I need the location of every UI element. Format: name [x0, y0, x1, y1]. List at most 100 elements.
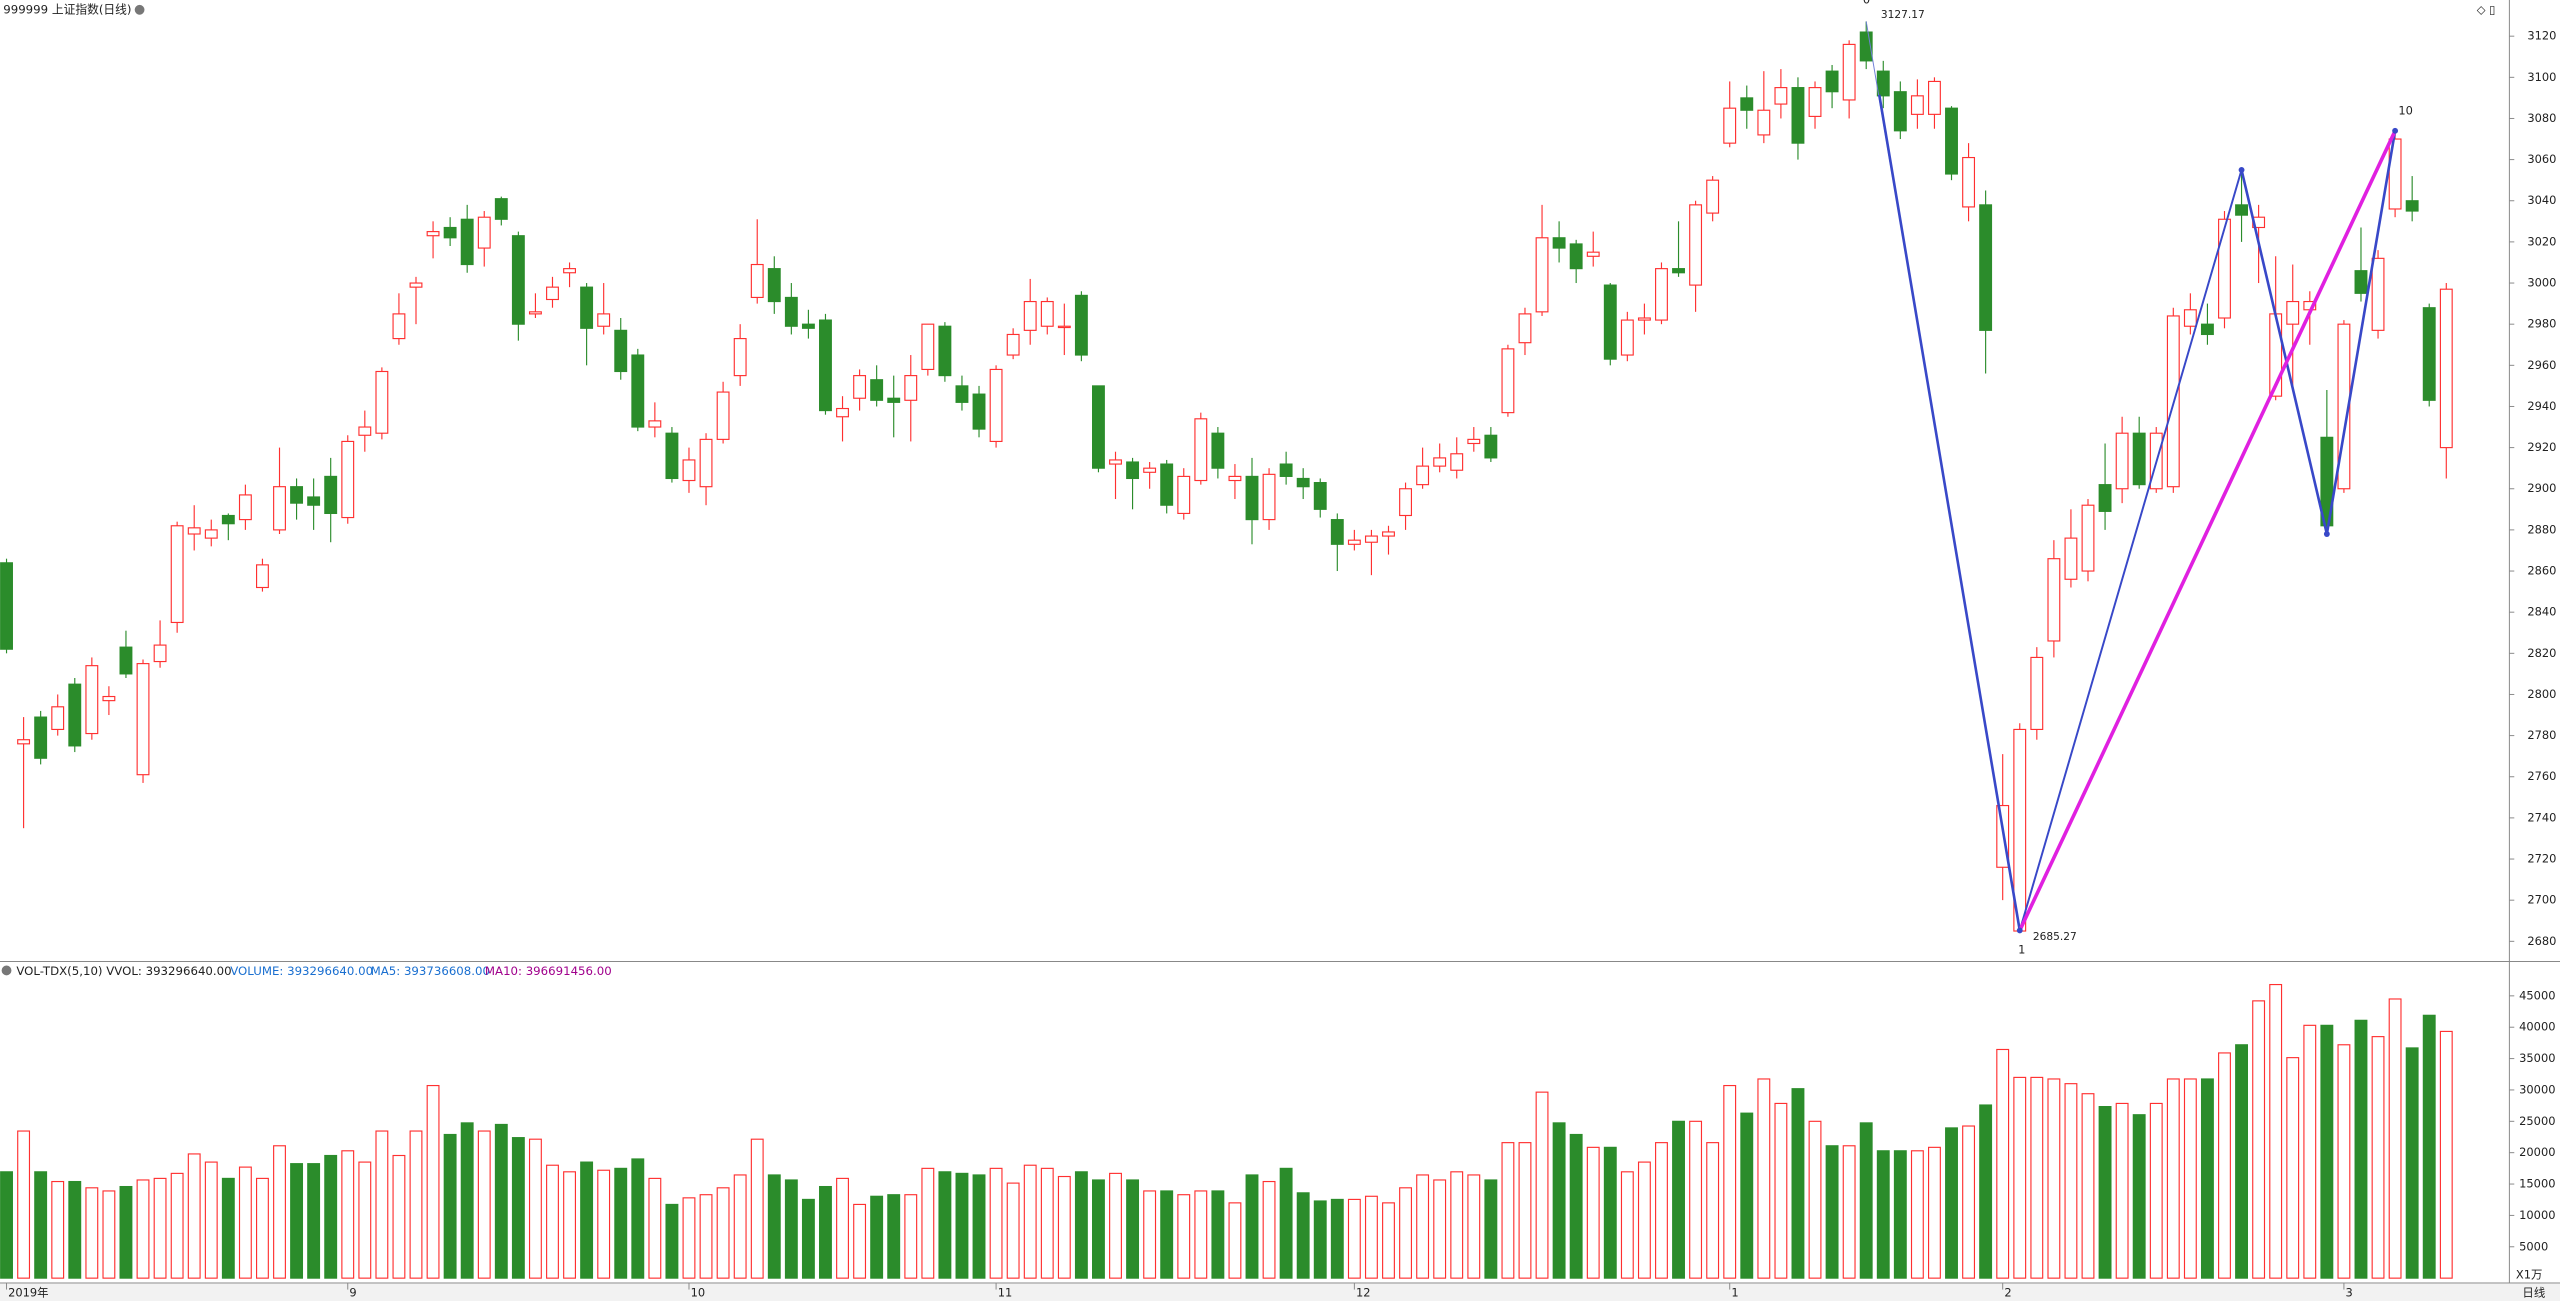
menu-icon[interactable]: [134, 4, 145, 15]
candle-body: [2422, 307, 2436, 401]
y-tick-label: 3040: [2527, 193, 2556, 207]
candle-body: [1962, 156, 1976, 208]
volume-bar: [1603, 1146, 1617, 1279]
volume-bar: [887, 1194, 901, 1279]
volume-bar: [136, 1179, 150, 1279]
volume-bar: [2439, 1030, 2453, 1279]
volume-bar: [819, 1185, 832, 1279]
candle-body: [426, 231, 440, 237]
volume-bar: [1945, 1127, 1958, 1279]
candle-body: [1211, 432, 1225, 469]
candle-body: [1126, 461, 1140, 480]
candle-body: [1535, 237, 1549, 313]
volume-bar: [1910, 1150, 1924, 1279]
volume-bar: [2098, 1106, 2112, 1279]
volume-bar: [409, 1130, 423, 1279]
y-tick-label: 2680: [2527, 934, 2556, 948]
y2-tick-label: 25000: [2519, 1114, 2555, 1128]
volume-bar: [2132, 1114, 2146, 1279]
candle-body: [1689, 204, 1703, 286]
wave-line: [2018, 130, 2397, 932]
candle-body: [665, 432, 679, 480]
wave-node: [2238, 166, 2245, 173]
candle-body: [204, 529, 218, 539]
candle-body: [1347, 539, 1361, 545]
volume-bar: [375, 1130, 389, 1279]
volume-bar: [2354, 1019, 2368, 1279]
candle-body: [563, 268, 576, 274]
candle-body: [1484, 434, 1498, 459]
candle-body: [1228, 475, 1242, 482]
candle-body: [2047, 558, 2061, 642]
volume-bar: [1689, 1120, 1703, 1279]
candle-body: [1740, 97, 1754, 111]
volume-bar: [1774, 1102, 1788, 1279]
volume-bar: [102, 1190, 116, 1279]
volume-bar: [1296, 1192, 1310, 1279]
volume-bar: [238, 1166, 252, 1279]
volume-bar: [1996, 1048, 2010, 1279]
candle-body: [2200, 323, 2214, 336]
x-tick-label: 3: [2346, 1285, 2353, 1299]
volume-bar: [2149, 1102, 2163, 1279]
candle-body: [85, 665, 99, 735]
volume-bar: [2235, 1044, 2248, 1279]
candle-body: [1706, 179, 1720, 214]
volume-bar: [2166, 1078, 2180, 1279]
volume-bar: [1928, 1146, 1941, 1279]
volume-bar: [1757, 1078, 1771, 1279]
volume-bar: [17, 1130, 31, 1279]
volume-bar: [221, 1177, 235, 1279]
candle-body: [1057, 325, 1071, 329]
y2-tick-label: 15000: [2519, 1177, 2555, 1191]
y2-tick-label: 45000: [2519, 988, 2555, 1002]
candle-body: [2405, 200, 2419, 212]
volume-bar: [511, 1137, 525, 1279]
volume-bar: [938, 1171, 952, 1279]
volume-bar: [1740, 1112, 1754, 1279]
volume-bar: [460, 1122, 474, 1279]
candle-body: [1842, 43, 1856, 101]
wave-label: 1: [2018, 943, 2025, 957]
candle-body: [1279, 463, 1293, 477]
y-tick-label: 2800: [2527, 687, 2556, 701]
candle-body: [1245, 475, 1259, 521]
volume-bar: [307, 1163, 321, 1279]
candle-body: [2337, 323, 2351, 490]
volume-bar: [1416, 1174, 1430, 1279]
candle-body: [358, 426, 372, 436]
volume-bar: [921, 1167, 935, 1279]
volume-bar: [273, 1145, 286, 1279]
volume-indicator: VOL-TDX(5,10) VVOL: 393296640.00: [16, 964, 231, 978]
y-tick-label: 2720: [2527, 852, 2556, 866]
volume-bar: [1313, 1200, 1327, 1279]
volume-bar: [1586, 1146, 1600, 1279]
candle-body: [1893, 91, 1907, 132]
volume-bar: [648, 1177, 662, 1279]
y-tick-label: 2700: [2527, 893, 2556, 907]
candle-body: [324, 475, 338, 515]
volume-bar: [1535, 1091, 1549, 1279]
candle-body: [1177, 475, 1191, 515]
volume-bar: [170, 1172, 184, 1279]
volume-bar: [1330, 1198, 1344, 1279]
candle-body: [34, 716, 48, 759]
ma10-value: MA10: 396691456.00: [485, 964, 612, 978]
volume-bar: [2303, 1024, 2317, 1279]
menu-icon[interactable]: [1, 965, 12, 976]
window-icons[interactable]: ◇ ▯: [2477, 2, 2496, 16]
volume-bar: [1143, 1190, 1157, 1279]
y-tick-label: 3120: [2527, 29, 2556, 43]
volume-bar: [784, 1179, 798, 1279]
y2-tick-label: 35000: [2519, 1051, 2555, 1065]
volume-bar: [1979, 1104, 1993, 1279]
volume-bar: [34, 1171, 48, 1279]
volume-bar: [1620, 1171, 1634, 1279]
x-tick-label: 10: [691, 1285, 706, 1299]
volume-bar: [631, 1158, 645, 1279]
volume-bar: [580, 1161, 594, 1279]
volume-bar: [2269, 983, 2283, 1279]
x-tick-label: 9: [349, 1285, 356, 1299]
candle-body: [494, 198, 508, 220]
y-tick-label: 3000: [2527, 276, 2556, 290]
